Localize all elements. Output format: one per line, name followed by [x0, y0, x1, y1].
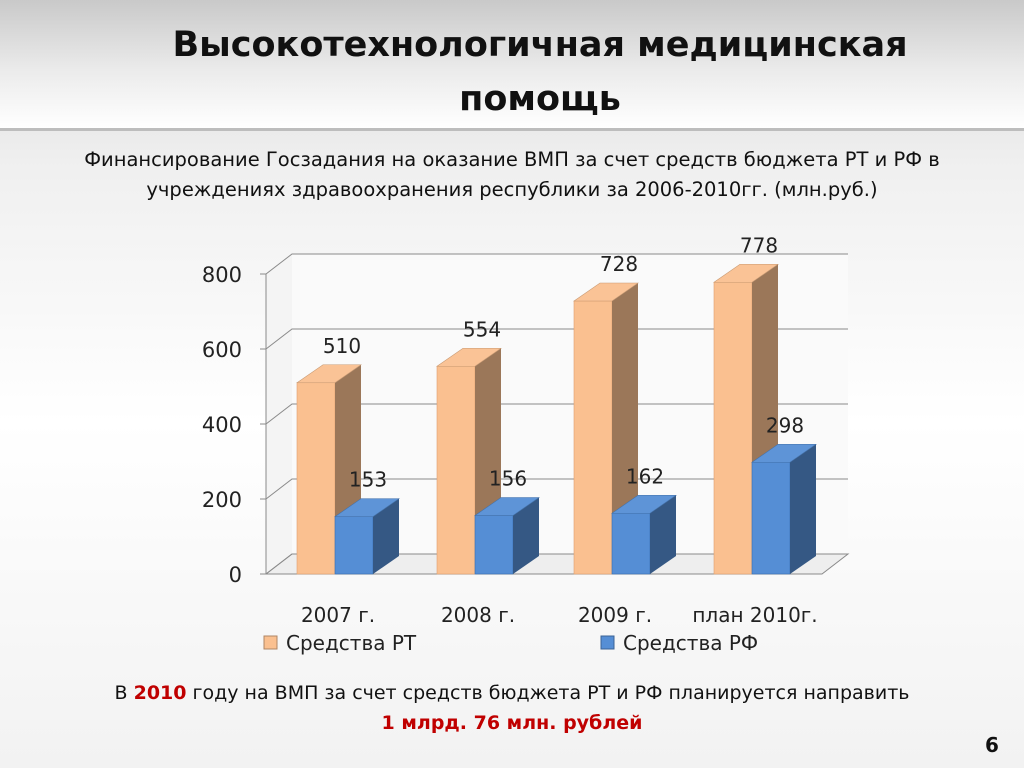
bar-rt-1 [296, 382, 336, 575]
gridline [265, 403, 848, 425]
footer-prefix: В [114, 682, 134, 704]
subtitle-line-1: Финансирование Госзадания на оказание ВМ… [84, 148, 940, 171]
bar-rt-2-top [436, 347, 502, 367]
bar-rf-1 [334, 516, 374, 575]
y-tick-label: 600 [202, 338, 242, 362]
footer-text: году на ВМП за счет средств бюджета РТ и… [186, 682, 910, 704]
gridline [265, 328, 848, 350]
data-label-rt: 554 [463, 317, 501, 341]
data-label-rf: 153 [349, 468, 387, 492]
bar-rf-1-top [334, 498, 400, 517]
bar-rt-3-top [573, 282, 639, 302]
x-tick-label: 2007 г. [301, 603, 375, 627]
legend-rt-label: Средства РТ [286, 631, 417, 655]
footer-year: 2010 [133, 682, 187, 704]
data-label-rt: 728 [600, 252, 638, 276]
footer-line-1: В 2010 году на ВМП за счет средств бюдже… [40, 678, 984, 708]
bar-rt-2 [436, 365, 476, 575]
bar-rt-1-top [296, 364, 362, 384]
bar-rf-4-top [751, 443, 817, 463]
bar-rf-2 [474, 515, 514, 575]
bar-rf-2-side [513, 497, 539, 574]
y-tick-label: 400 [202, 413, 242, 437]
footer-note: В 2010 году на ВМП за счет средств бюдже… [40, 678, 984, 738]
gridline [265, 253, 848, 275]
chart-subtitle: Финансирование Госзадания на оказание ВМ… [40, 145, 984, 205]
legend-rf-label: Средства РФ [623, 631, 758, 655]
x-tick-label: план 2010г. [692, 603, 817, 627]
data-label-rf: 156 [489, 467, 527, 491]
bar-rt-3 [573, 300, 613, 575]
footer-amount: 1 млрд. 76 млн. рублей [381, 712, 643, 734]
bar-rf-3 [611, 512, 651, 575]
data-label-rf: 162 [626, 464, 664, 488]
header-band [0, 0, 1024, 131]
y-tick-label: 200 [202, 488, 242, 512]
bar-rf-3-side [650, 495, 676, 574]
legend-rf-swatch [600, 635, 615, 650]
page-title: Высокотехнологичная медицинская помощь [172, 25, 908, 119]
bar-rf-3-top [611, 494, 677, 514]
data-label-rt: 778 [740, 233, 778, 257]
bar-rf-1-side [373, 498, 399, 574]
bar-rt-4 [713, 281, 753, 575]
page-number: 6 [985, 733, 999, 757]
legend-rt-swatch [263, 635, 278, 650]
subtitle-line-2: учреждениях здравоохранения республики з… [146, 178, 878, 201]
bar-rf-4-side [790, 444, 816, 574]
x-tick-label: 2009 г. [578, 603, 652, 627]
data-label-rt: 510 [323, 334, 361, 358]
bar-rf-2-top [474, 497, 540, 516]
y-tick-label: 800 [202, 263, 242, 287]
bar-rf-4 [751, 461, 791, 575]
data-label-rf: 298 [766, 413, 804, 437]
gridline [265, 478, 848, 500]
x-tick-label: 2008 г. [441, 603, 515, 627]
y-tick-label: 0 [229, 563, 242, 587]
bar-rt-4-top [713, 263, 779, 283]
